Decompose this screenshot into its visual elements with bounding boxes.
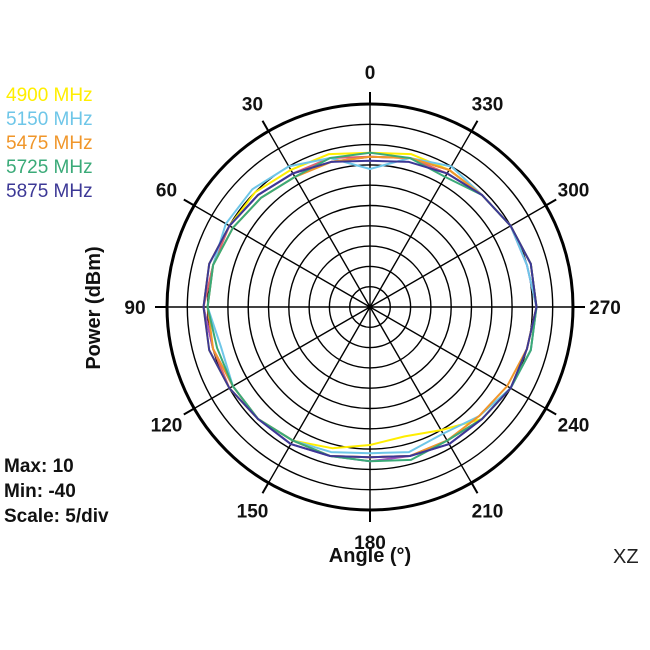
grid-spoke — [369, 130, 473, 308]
angle-tick — [545, 198, 557, 207]
legend-entry: 4900 MHz — [6, 85, 93, 106]
grid-spoke — [369, 306, 547, 410]
angle-tick-label: 120 — [151, 416, 183, 437]
angle-tick-label: 90 — [124, 298, 145, 319]
angle-tick — [470, 120, 479, 132]
legend-entry: 5875 MHz — [6, 181, 93, 202]
angle-tick — [470, 482, 479, 494]
angle-tick-label: 0 — [365, 63, 376, 84]
min-label: Min: -40 — [4, 481, 76, 502]
angle-tick — [261, 120, 270, 132]
angle-tick-label: 60 — [156, 181, 177, 202]
angle-tick — [261, 482, 270, 494]
grid-spoke — [267, 306, 371, 484]
angle-tick — [545, 407, 557, 416]
grid-spoke — [369, 204, 547, 308]
legend-entry: 5725 MHz — [6, 157, 93, 178]
scale-label: Scale: 5/div — [4, 506, 109, 527]
angle-tick-label: 180 — [354, 533, 386, 554]
grid-spoke — [193, 306, 371, 410]
legend: 4900 MHz 5150 MHz 5475 MHz 5725 MHz 5875 MHz — [6, 84, 93, 204]
angle-tick-label: 30 — [242, 94, 263, 115]
y-axis-label: Power (dBm) — [83, 246, 105, 369]
angle-tick-label: 240 — [558, 416, 590, 437]
angle-tick-label: 270 — [589, 298, 621, 319]
angle-tick-label: 330 — [472, 94, 504, 115]
legend-entry: 5150 MHz — [6, 109, 93, 130]
angle-tick — [183, 198, 195, 207]
angle-tick-label: 150 — [237, 502, 269, 523]
angle-tick-label: 300 — [558, 181, 590, 202]
grid-spoke — [369, 306, 473, 484]
grid-spoke — [267, 130, 371, 308]
angle-tick-label: 210 — [472, 502, 504, 523]
angle-tick-labels: 0 30 60 90 120 150 180 210 240 270 300 330 — [124, 63, 620, 554]
scale-info: Max: 10 Min: -40 Scale: 5/div — [4, 454, 109, 529]
max-label: Max: 10 — [4, 456, 74, 477]
plane-label: XZ — [613, 546, 639, 568]
x-axis-label: Angle (°) — [329, 545, 411, 567]
legend-entry: 5475 MHz — [6, 133, 93, 154]
polar-grid — [155, 92, 585, 522]
angle-tick — [183, 407, 195, 416]
grid-spoke — [193, 204, 371, 308]
series-line — [202, 159, 538, 459]
series-layer — [202, 151, 538, 463]
